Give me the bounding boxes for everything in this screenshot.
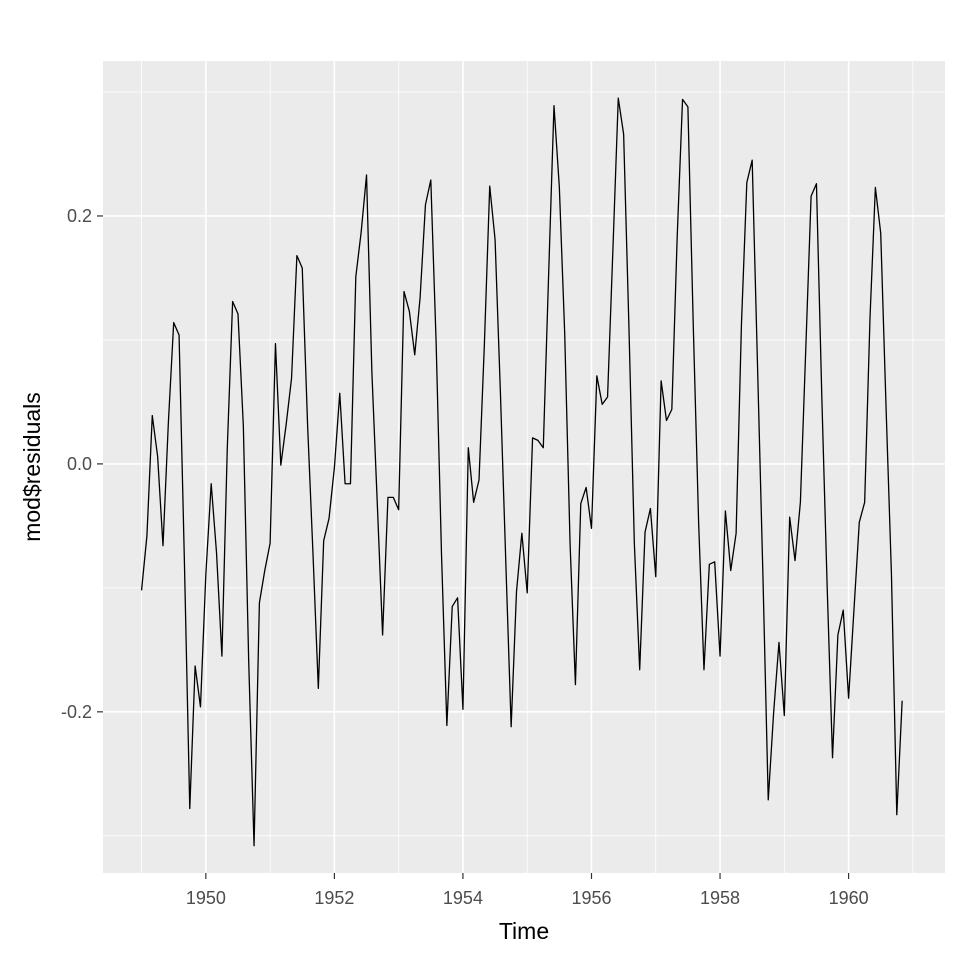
grid-minor <box>103 61 945 873</box>
y-tick-label: 0.0 <box>67 454 92 474</box>
y-axis-ticks: -0.2 0.0 0.2 <box>61 206 103 722</box>
x-axis-title: Time <box>499 918 549 944</box>
x-tick-label: 1956 <box>571 888 611 908</box>
x-tick-label: 1950 <box>186 888 226 908</box>
y-axis-title: mod$residuals <box>19 392 45 542</box>
y-tick-label: 0.2 <box>67 206 92 226</box>
x-tick-label: 1952 <box>314 888 354 908</box>
y-tick-label: -0.2 <box>61 702 92 722</box>
x-tick-label: 1954 <box>443 888 483 908</box>
x-tick-label: 1960 <box>829 888 869 908</box>
plot-panel <box>103 61 945 873</box>
x-axis-ticks: 1950 1952 1954 1956 1958 1960 <box>186 873 869 908</box>
x-tick-label: 1958 <box>700 888 740 908</box>
series-line-residuals <box>140 97 903 847</box>
